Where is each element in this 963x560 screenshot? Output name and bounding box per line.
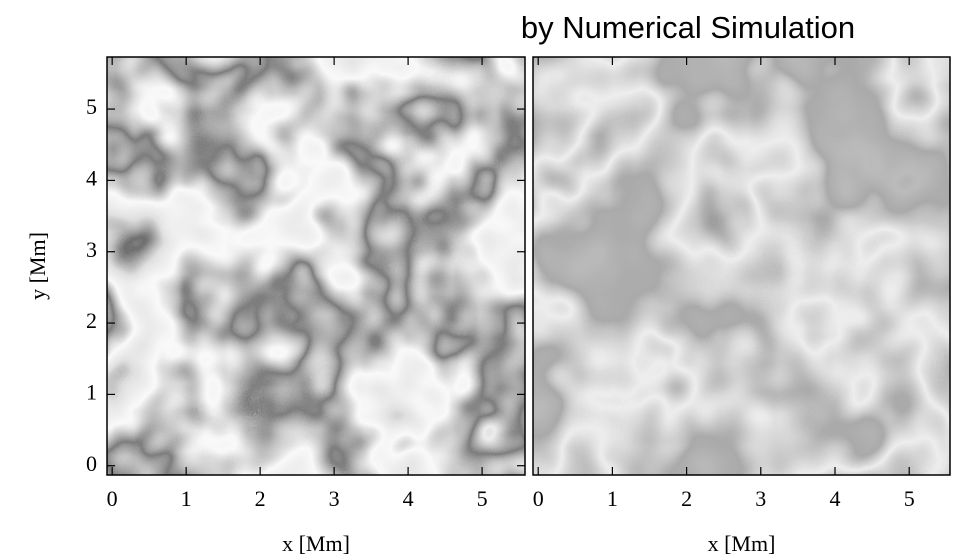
y-tick-label: 5 — [86, 94, 97, 119]
x-axis-label: x [Mm] — [282, 531, 350, 556]
panels: 0 1 2 3 4 5 0 1 2 3 4 5 x [Mm] y [Mm] 0 1 2 3 4 5 x [Mm] — [25, 56, 951, 556]
x-tick-label: 0 — [533, 486, 544, 511]
x-tick-label: 0 — [107, 486, 118, 511]
y-axis-label: y [Mm] — [25, 232, 50, 300]
x-tick-label: 3 — [329, 486, 340, 511]
x-tick-label: 5 — [904, 486, 915, 511]
y-tick-label: 3 — [86, 237, 97, 262]
y-tick-label: 2 — [86, 308, 97, 333]
x-tick-label: 1 — [607, 486, 618, 511]
x-tick-label: 5 — [477, 486, 488, 511]
figure-title: by Numerical Simulation — [521, 10, 855, 45]
plot-frame — [532, 56, 951, 476]
image-field — [533, 57, 950, 475]
x-tick-label: 2 — [255, 486, 266, 511]
x-tick-label: 3 — [755, 486, 766, 511]
x-tick-label: 4 — [829, 486, 840, 511]
y-tick-label: 0 — [86, 451, 97, 476]
x-tick-label: 1 — [181, 486, 192, 511]
image-field — [107, 57, 525, 475]
x-axis-label: x [Mm] — [708, 531, 776, 556]
y-tick-label: 4 — [86, 165, 97, 190]
y-tick-label: 1 — [86, 379, 97, 404]
x-tick-label: 4 — [403, 486, 414, 511]
plot-frame — [106, 56, 526, 476]
x-tick-label: 2 — [681, 486, 692, 511]
